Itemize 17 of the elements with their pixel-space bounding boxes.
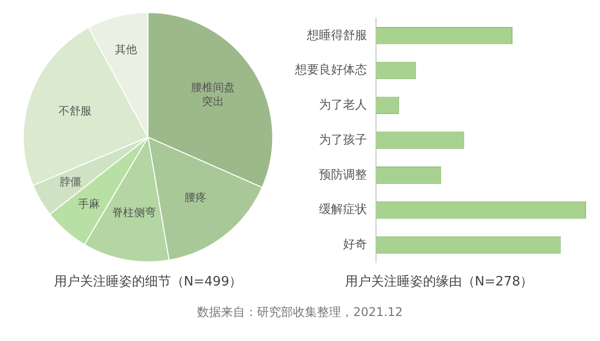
slice-label: 脖僵 — [60, 176, 82, 189]
slice-label: 腰疼 — [184, 191, 207, 204]
slice-label: 其他 — [114, 43, 137, 56]
slice-label: 腰椎间盘突出 — [190, 80, 235, 108]
y-tick-label: 为了孩子 — [319, 132, 367, 146]
text: 用户关注睡姿的细节（N=499） — [54, 274, 242, 290]
y-tick-label: 想要良好体态 — [294, 62, 367, 77]
slice-label: 脊柱侧弯 — [112, 206, 156, 220]
y-tick-label: 为了老人 — [319, 98, 367, 112]
y-tick-label: 预防调整 — [319, 167, 367, 182]
y-tick-label: 想睡得舒服 — [306, 28, 367, 42]
text: 用户关注睡姿的缘由（N=278） — [344, 274, 534, 290]
y-tick-label: 缓解症状 — [319, 202, 367, 216]
text: 数据来自：研究部收集整理，2021.12 — [196, 304, 404, 321]
slice-label: 不舒服 — [58, 104, 92, 118]
slice-label: 手麻 — [78, 198, 100, 211]
y-tick-label: 好奇 — [343, 237, 367, 252]
